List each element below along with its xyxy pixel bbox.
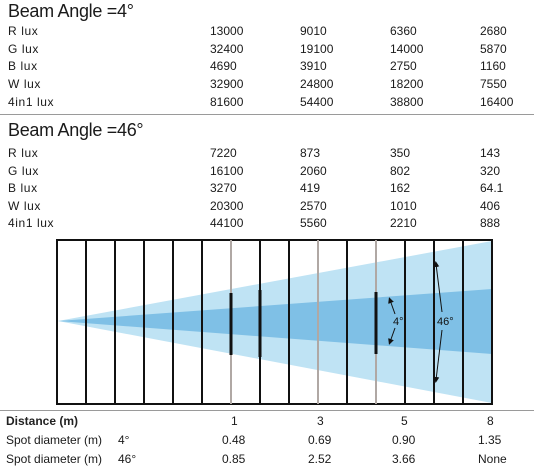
cell: 320	[480, 164, 501, 178]
cell: 32900	[210, 77, 244, 91]
section-title-46deg: Beam Angle =46°	[8, 120, 144, 140]
spot-4deg-row: Spot diameter (m) 4° 0.48 0.69 0.90 1.35	[0, 433, 534, 450]
row-label: G lux	[8, 42, 40, 56]
cell: 54400	[300, 95, 334, 109]
cell: 19100	[300, 42, 334, 56]
row-label: 4in1 lux	[8, 216, 55, 230]
spot-46deg-row: Spot diameter (m) 46° 0.85 2.52 3.66 Non…	[0, 452, 534, 469]
spot-value: 0.85	[222, 452, 246, 466]
cell: 350	[390, 146, 411, 160]
row-label: R lux	[8, 146, 39, 160]
cell: 7550	[480, 77, 507, 91]
cell: 24800	[300, 77, 334, 91]
spot-label: Spot diameter (m)	[6, 433, 103, 447]
distance-value: 5	[401, 414, 408, 428]
cell: 64.1	[480, 181, 504, 195]
spot-value: 0.48	[222, 433, 246, 447]
cell: 20300	[210, 199, 244, 213]
cell: 16100	[210, 164, 244, 178]
row-label: G lux	[8, 164, 40, 178]
cell: 1010	[390, 199, 417, 213]
cell: 4690	[210, 59, 237, 73]
cell: 1160	[480, 59, 506, 73]
cell: 44100	[210, 216, 244, 230]
cell: 9010	[300, 24, 327, 38]
cell: 802	[390, 164, 411, 178]
cell: 13000	[210, 24, 244, 38]
spot-value: 0.90	[392, 433, 416, 447]
section-divider	[0, 114, 534, 115]
spot-label: Spot diameter (m)	[6, 452, 103, 466]
cell: 2680	[480, 24, 507, 38]
cell: 32400	[210, 42, 244, 56]
table-row: B lux 3270 419 162 64.1	[0, 181, 534, 198]
wide-angle-arrow-down	[433, 329, 443, 383]
table-row: G lux 16100 2060 802 320	[0, 164, 534, 181]
cell: 162	[390, 181, 411, 195]
cell: 2750	[390, 59, 417, 73]
diagram-frame	[56, 239, 493, 405]
cell: 16400	[480, 95, 514, 109]
spot-value: 0.69	[308, 433, 332, 447]
spot-value: 1.35	[478, 433, 502, 447]
distance-label: Distance (m)	[6, 414, 79, 428]
spot-angle: 4°	[118, 433, 130, 447]
footer-divider	[0, 410, 534, 411]
row-label: W lux	[8, 77, 41, 91]
cell: 5560	[300, 216, 327, 230]
cell: 2210	[390, 216, 417, 230]
cell: 18200	[390, 77, 424, 91]
row-label: B lux	[8, 59, 38, 73]
spot-value: 2.52	[308, 452, 332, 466]
table-row: 4in1 lux 44100 5560 2210 888	[0, 216, 534, 233]
distance-value: 3	[317, 414, 324, 428]
row-label: W lux	[8, 199, 41, 213]
row-label: 4in1 lux	[8, 95, 55, 109]
cell: 14000	[390, 42, 424, 56]
table-row: R lux 7220 873 350 143	[0, 146, 534, 163]
narrow-angle-arrow-up	[388, 297, 396, 315]
cell: 81600	[210, 95, 244, 109]
distance-value: 1	[231, 414, 238, 428]
cell: 2570	[300, 199, 327, 213]
table-row: 4in1 lux 81600 54400 38800 16400	[0, 95, 534, 112]
row-label: R lux	[8, 24, 39, 38]
distance-value: 8	[487, 414, 494, 428]
narrow-beam-cone	[58, 289, 492, 354]
spot-value: 3.66	[392, 452, 416, 466]
cell: 6360	[390, 24, 417, 38]
cell: 5870	[480, 42, 507, 56]
beam-diagram: 4° 46°	[56, 239, 493, 405]
wide-angle-arrow-up	[433, 261, 443, 313]
section-title-4deg: Beam Angle =4°	[8, 1, 134, 21]
cell: 7220	[210, 146, 237, 160]
cell: 143	[480, 146, 501, 160]
table-row: G lux 32400 19100 14000 5870	[0, 42, 534, 59]
distance-row: Distance (m) 1 3 5 8	[0, 414, 534, 431]
cell: 419	[300, 181, 321, 195]
spot-angle: 46°	[118, 452, 137, 466]
spot-value: None	[478, 452, 507, 466]
table-row: W lux 20300 2570 1010 406	[0, 199, 534, 216]
cell: 3910	[300, 59, 327, 73]
narrow-angle-label: 4°	[393, 316, 404, 328]
cell: 888	[480, 216, 501, 230]
cell: 3270	[210, 181, 237, 195]
table-row: B lux 4690 3910 2750 1160	[0, 59, 534, 76]
cell: 2060	[300, 164, 327, 178]
wide-angle-label: 46°	[437, 316, 454, 328]
narrow-angle-arrow-down	[388, 327, 396, 345]
cell: 873	[300, 146, 321, 160]
table-row: R lux 13000 9010 6360 2680	[0, 24, 534, 41]
row-label: B lux	[8, 181, 38, 195]
cell: 38800	[390, 95, 424, 109]
table-row: W lux 32900 24800 18200 7550	[0, 77, 534, 94]
cell: 406	[480, 199, 501, 213]
